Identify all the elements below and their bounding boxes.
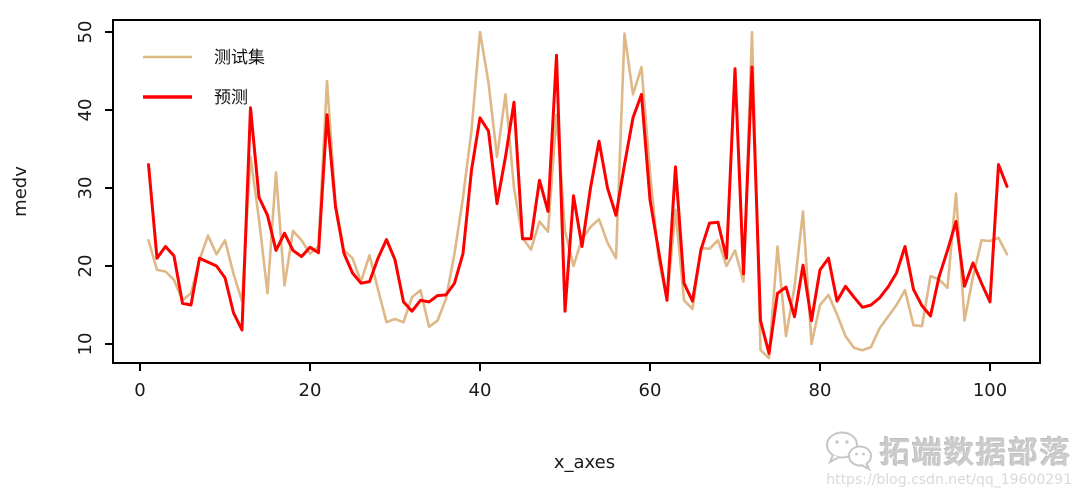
series-line-0 [147,30,1009,360]
x-axis: 0 20 40 60 80 100 x_axes [134,363,1007,473]
x-tick-label: 20 [299,380,322,401]
x-tick-label: 0 [134,380,145,401]
y-tick-label: 40 [75,99,96,122]
legend-label-0: 测试集 [214,48,265,68]
x-tick-label: 80 [809,380,832,401]
x-axis-title: x_axes [554,452,615,473]
y-tick-label: 30 [75,177,96,200]
x-tick-label: 40 [469,380,492,401]
y-tick-label: 20 [75,255,96,278]
legend-label-1: 预测 [214,88,248,108]
series-line-1 [147,53,1009,355]
x-tick-label: 100 [973,380,1007,401]
y-tick-label: 50 [75,21,96,44]
y-axis: 10 20 30 40 50 medv [10,21,113,356]
y-axis-title: medv [10,166,31,217]
y-tick-label: 10 [75,333,96,356]
x-tick-label: 60 [639,380,662,401]
plot-frame [112,19,1041,364]
